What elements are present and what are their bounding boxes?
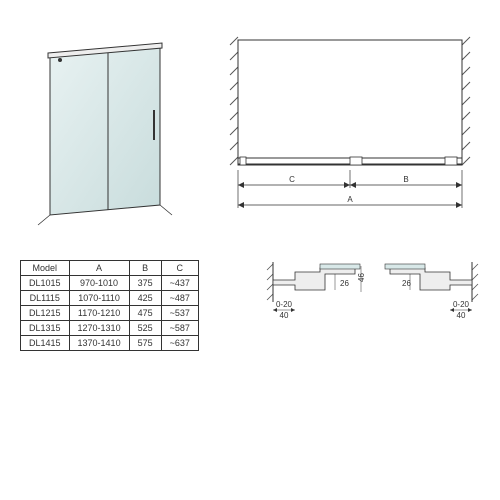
profile-detail-right: 40 0-20 26 [380, 260, 480, 330]
table-cell: DL1215 [21, 306, 70, 321]
table-cell: DL1015 [21, 276, 70, 291]
table-cell: ~437 [161, 276, 198, 291]
col-c: C [161, 261, 198, 276]
col-a: A [69, 261, 129, 276]
table-cell: DL1315 [21, 321, 70, 336]
table-row: DL11151070-1110425~487 [21, 291, 199, 306]
profile-detail-left: 40 0-20 26 46 [265, 260, 365, 330]
table-cell: ~637 [161, 336, 198, 351]
svg-text:26: 26 [340, 279, 349, 288]
table-row: DL12151170-1210475~537 [21, 306, 199, 321]
isometric-view [20, 30, 180, 230]
table-header-row: Model A B C [21, 261, 199, 276]
col-b: B [129, 261, 161, 276]
table-cell: DL1415 [21, 336, 70, 351]
table-cell: ~487 [161, 291, 198, 306]
table-cell: 425 [129, 291, 161, 306]
table-row: DL1015970-1010375~437 [21, 276, 199, 291]
table-cell: 375 [129, 276, 161, 291]
svg-text:40: 40 [280, 311, 289, 320]
table-cell: 1070-1110 [69, 291, 129, 306]
dim-b-label: B [403, 175, 408, 184]
table-cell: DL1115 [21, 291, 70, 306]
col-model: Model [21, 261, 70, 276]
table-cell: 1270-1310 [69, 321, 129, 336]
table-cell: 970-1010 [69, 276, 129, 291]
dim-a-label: A [347, 195, 353, 204]
svg-text:0-20: 0-20 [276, 300, 293, 309]
table-cell: ~537 [161, 306, 198, 321]
table-cell: 1370-1410 [69, 336, 129, 351]
svg-text:40: 40 [457, 311, 466, 320]
front-elevation-view: C B A [220, 30, 480, 230]
table-row: DL13151270-1310525~587 [21, 321, 199, 336]
table-cell: 1170-1210 [69, 306, 129, 321]
svg-text:26: 26 [402, 279, 411, 288]
svg-text:46: 46 [357, 273, 365, 282]
table-cell: 575 [129, 336, 161, 351]
svg-text:0-20: 0-20 [453, 300, 470, 309]
specifications-table: Model A B C DL1015970-1010375~437DL11151… [20, 260, 199, 351]
table-cell: 475 [129, 306, 161, 321]
table-cell: ~587 [161, 321, 198, 336]
table-cell: 525 [129, 321, 161, 336]
dim-c-label: C [289, 175, 295, 184]
table-row: DL14151370-1410575~637 [21, 336, 199, 351]
